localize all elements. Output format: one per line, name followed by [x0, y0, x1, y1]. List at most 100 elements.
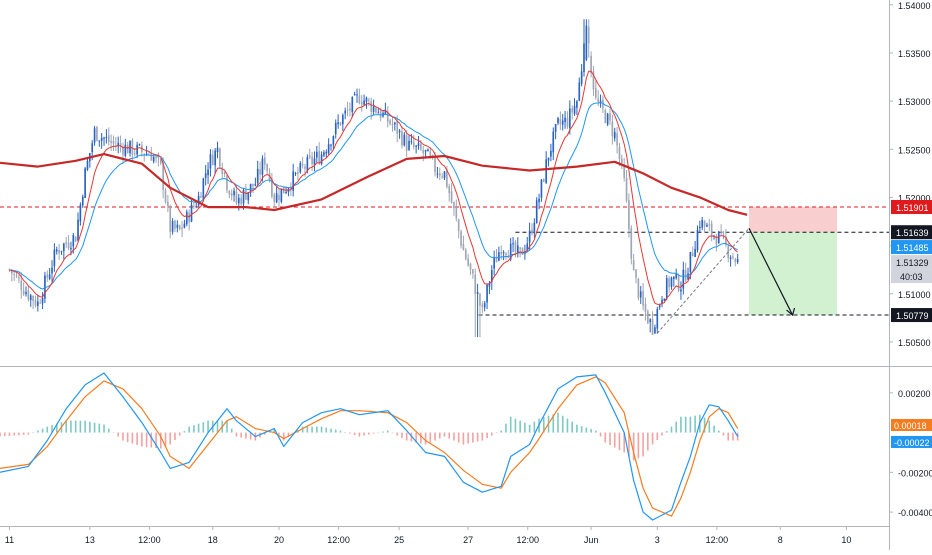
candle-body[interactable] [280, 188, 283, 202]
candle-body[interactable] [145, 153, 148, 156]
candle-body[interactable] [79, 204, 82, 222]
candle-body[interactable] [117, 143, 120, 147]
candle-body[interactable] [682, 269, 685, 289]
candle-body[interactable] [25, 292, 27, 295]
candle-body[interactable] [424, 150, 427, 152]
candle-body[interactable] [152, 157, 155, 162]
candle-body[interactable] [462, 244, 465, 251]
candle-body[interactable] [112, 141, 115, 144]
candle-body[interactable] [398, 130, 401, 133]
candle-body[interactable] [93, 128, 96, 143]
candle-body[interactable] [315, 151, 318, 158]
macd-signal-line[interactable] [0, 376, 739, 517]
candle-body[interactable] [592, 71, 595, 90]
candle-body[interactable] [249, 183, 252, 193]
candle-body[interactable] [294, 172, 297, 174]
candle-body[interactable] [654, 327, 656, 334]
candle-body[interactable] [252, 183, 254, 187]
candle-body[interactable] [84, 168, 86, 198]
candle-body[interactable] [96, 126, 98, 141]
candle-body[interactable] [699, 226, 701, 229]
candle-body[interactable] [651, 318, 654, 335]
candle-body[interactable] [701, 219, 704, 228]
candle-body[interactable] [299, 163, 302, 173]
candle-body[interactable] [680, 289, 682, 292]
candle-body[interactable] [446, 169, 448, 187]
candle-body[interactable] [181, 227, 183, 230]
candle-body[interactable] [136, 144, 138, 155]
candle-body[interactable] [616, 133, 618, 146]
candle-body[interactable] [564, 117, 566, 123]
candle-body[interactable] [353, 94, 356, 96]
candle-body[interactable] [171, 220, 174, 232]
candle-body[interactable] [297, 171, 299, 174]
candle-body[interactable] [547, 157, 550, 161]
candle-body[interactable] [72, 235, 75, 247]
candle-body[interactable] [677, 274, 680, 291]
candle-body[interactable] [606, 113, 609, 125]
candle-body[interactable] [20, 280, 23, 291]
candle-body[interactable] [337, 122, 339, 125]
candle-body[interactable] [124, 144, 127, 156]
candle-body[interactable] [259, 169, 261, 175]
candle-body[interactable] [306, 157, 309, 171]
candle-body[interactable] [360, 101, 363, 105]
candle-body[interactable] [133, 153, 136, 155]
candle-body[interactable] [91, 143, 94, 153]
candle-body[interactable] [223, 172, 226, 175]
candle-body[interactable] [706, 225, 708, 227]
candle-body[interactable] [561, 120, 564, 125]
candle-body[interactable] [219, 148, 221, 167]
candle-body[interactable] [197, 195, 200, 206]
candle-body[interactable] [412, 141, 415, 147]
candle-body[interactable] [661, 299, 663, 304]
candle-body[interactable] [460, 231, 462, 246]
candle-body[interactable] [587, 26, 590, 44]
candle-body[interactable] [178, 225, 181, 230]
candle-body[interactable] [637, 278, 640, 299]
candle-body[interactable] [55, 249, 58, 252]
candle-body[interactable] [628, 200, 630, 230]
candle-body[interactable] [500, 252, 503, 255]
candle-body[interactable] [472, 269, 474, 274]
candle-body[interactable] [334, 122, 337, 135]
candle-body[interactable] [488, 283, 491, 287]
candle-body[interactable] [256, 168, 259, 184]
candle-body[interactable] [46, 274, 49, 278]
candle-body[interactable] [363, 100, 365, 105]
candle-body[interactable] [689, 251, 692, 273]
candle-body[interactable] [77, 219, 79, 241]
candle-body[interactable] [502, 252, 505, 254]
candle-body[interactable] [285, 191, 287, 194]
take-profit-zone[interactable] [749, 232, 837, 316]
candle-body[interactable] [155, 157, 157, 159]
candle-body[interactable] [176, 224, 179, 228]
candle-body[interactable] [455, 207, 458, 219]
candle-body[interactable] [86, 160, 89, 170]
ema-fast-line[interactable] [9, 70, 739, 305]
candle-body[interactable] [535, 200, 538, 223]
candle-body[interactable] [571, 108, 574, 113]
candle-body[interactable] [273, 194, 276, 202]
candle-body[interactable] [490, 270, 493, 282]
candle-body[interactable] [384, 109, 387, 115]
candle-body[interactable] [34, 299, 37, 306]
candle-body[interactable] [292, 171, 295, 191]
candle-body[interactable] [105, 136, 108, 138]
candle-body[interactable] [193, 205, 195, 207]
candle-body[interactable] [207, 169, 209, 176]
candle-body[interactable] [100, 137, 103, 141]
candle-body[interactable] [583, 43, 585, 72]
candle-body[interactable] [74, 236, 77, 242]
candle-body[interactable] [481, 304, 484, 307]
candle-body[interactable] [611, 121, 614, 137]
candle-body[interactable] [597, 98, 600, 103]
candle-body[interactable] [10, 269, 13, 274]
candle-body[interactable] [552, 131, 555, 153]
candle-body[interactable] [725, 236, 727, 245]
candle-body[interactable] [183, 223, 186, 228]
candle-body[interactable] [557, 118, 559, 124]
candle-body[interactable] [474, 274, 477, 295]
candle-body[interactable] [493, 257, 495, 269]
